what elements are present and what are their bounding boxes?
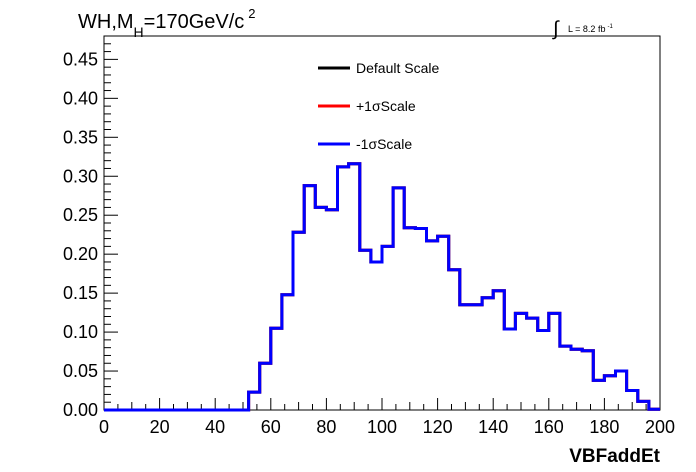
series-line-2 bbox=[104, 162, 660, 412]
lumi-label: L = 8.2 fb -1 bbox=[568, 24, 613, 34]
x-tick-label: 200 bbox=[645, 417, 675, 437]
y-tick-label: 0.05 bbox=[63, 361, 98, 381]
chart-title: WH,MH=170GeV/c 2 bbox=[78, 6, 256, 40]
y-tick-label: 0.35 bbox=[63, 127, 98, 147]
y-axis: 0.00 0.05 0.10 0.15 0.20 0.25 0.30 0.35 0.40 0.45 bbox=[63, 43, 118, 420]
x-tick-label: 80 bbox=[316, 417, 336, 437]
x-tick-label: 0 bbox=[99, 417, 109, 437]
x-axis-label: VBFaddEt bbox=[569, 446, 660, 467]
integral-icon: ∫ bbox=[552, 18, 560, 40]
legend: Default Scale +1σScale -1σScale bbox=[318, 60, 439, 152]
legend-label: Default Scale bbox=[356, 60, 439, 76]
x-tick-label: 20 bbox=[150, 417, 170, 437]
x-tick-label: 40 bbox=[205, 417, 225, 437]
y-tick-label: 0.10 bbox=[63, 322, 98, 342]
x-tick-label: 160 bbox=[534, 417, 564, 437]
y-tick-label: 0.25 bbox=[63, 205, 98, 225]
x-tick-label: 60 bbox=[261, 417, 281, 437]
y-tick-label: 0.00 bbox=[63, 400, 98, 420]
legend-label: +1σScale bbox=[356, 98, 416, 114]
y-tick-label: 0.40 bbox=[63, 88, 98, 108]
series-layer bbox=[104, 162, 660, 412]
x-tick-label: 140 bbox=[478, 417, 508, 437]
legend-label: -1σScale bbox=[356, 136, 412, 152]
x-tick-label: 100 bbox=[367, 417, 397, 437]
y-tick-label: 0.45 bbox=[63, 49, 98, 69]
x-axis: 0 20 40 60 80 100 120 140 160 180 200 bbox=[99, 398, 675, 437]
y-tick-label: 0.15 bbox=[63, 283, 98, 303]
y-tick-label: 0.30 bbox=[63, 166, 98, 186]
x-tick-label: 120 bbox=[423, 417, 453, 437]
y-tick-label: 0.20 bbox=[63, 244, 98, 264]
x-tick-label: 180 bbox=[589, 417, 619, 437]
